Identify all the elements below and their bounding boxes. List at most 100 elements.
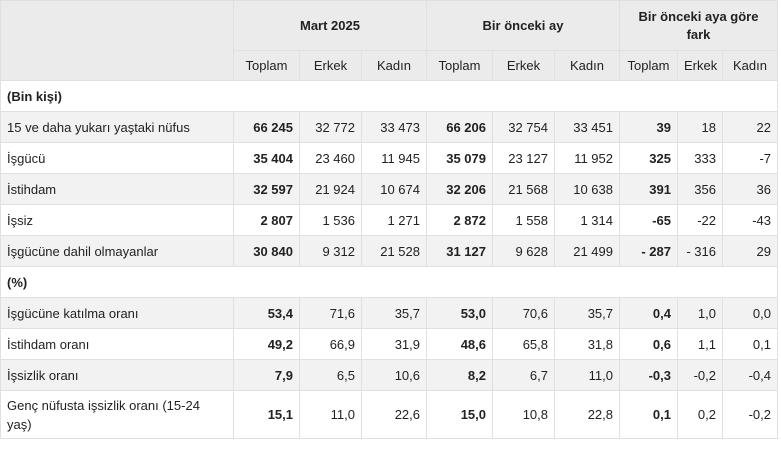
- table-cell: 11 952: [554, 142, 620, 174]
- row-label: 15 ve daha yukarı yaştaki nüfus: [0, 111, 234, 143]
- row-label: İşgücü: [0, 142, 234, 174]
- table-cell: 0,6: [619, 328, 678, 360]
- table-cell: 32 754: [492, 111, 555, 143]
- table-cell: 23 460: [299, 142, 362, 174]
- table-cell: 49,2: [233, 328, 300, 360]
- table-row: İşsizlik oranı 7,9 6,5 10,6 8,2 6,7 11,0…: [0, 359, 778, 391]
- table-cell: 35,7: [554, 297, 620, 329]
- table-cell: -22: [677, 204, 723, 236]
- labour-statistics-table: Mart 2025 Bir önceki ay Bir önceki aya g…: [0, 0, 778, 439]
- table-cell: 9 312: [299, 235, 362, 267]
- table-row: İşgücüne dahil olmayanlar 30 840 9 312 2…: [0, 235, 778, 267]
- header-corner: [0, 0, 234, 81]
- table-cell: 22,8: [554, 390, 620, 439]
- table-cell: 65,8: [492, 328, 555, 360]
- table-cell: 31,9: [361, 328, 427, 360]
- table-row: İşsiz 2 807 1 536 1 271 2 872 1 558 1 31…: [0, 204, 778, 236]
- table-cell: 35,7: [361, 297, 427, 329]
- table-cell: 0,2: [677, 390, 723, 439]
- group-header-difference: Bir önceki aya göre fark: [619, 0, 778, 51]
- table-cell: 333: [677, 142, 723, 174]
- table-cell: 33 451: [554, 111, 620, 143]
- table-cell: -0,2: [722, 390, 778, 439]
- table-cell: 1 558: [492, 204, 555, 236]
- table-cell: 10 674: [361, 173, 427, 205]
- table-cell: 7,9: [233, 359, 300, 391]
- table-cell: 356: [677, 173, 723, 205]
- table-cell: 71,6: [299, 297, 362, 329]
- table-cell: -0,2: [677, 359, 723, 391]
- table-cell: 9 628: [492, 235, 555, 267]
- table-cell: 21 568: [492, 173, 555, 205]
- table-cell: 48,6: [426, 328, 493, 360]
- table-cell: 21 499: [554, 235, 620, 267]
- table-cell: -0,3: [619, 359, 678, 391]
- column-header: Kadın: [554, 50, 620, 81]
- table-cell: 21 528: [361, 235, 427, 267]
- group-header-previous: Bir önceki ay: [426, 0, 620, 51]
- column-header: Kadın: [722, 50, 778, 81]
- column-header: Kadın: [361, 50, 427, 81]
- table-row: Genç nüfusta işsizlik oranı (15-24 yaş) …: [0, 390, 778, 439]
- table-cell: 31,8: [554, 328, 620, 360]
- table-cell: 0,1: [722, 328, 778, 360]
- table-cell: 1 314: [554, 204, 620, 236]
- table-cell: 1,1: [677, 328, 723, 360]
- table-cell: 29: [722, 235, 778, 267]
- table-cell: 32 206: [426, 173, 493, 205]
- table-cell: - 316: [677, 235, 723, 267]
- table-cell: 35 404: [233, 142, 300, 174]
- section-header-row: (Bin kişi): [0, 80, 778, 112]
- table-cell: 53,4: [233, 297, 300, 329]
- table-cell: 18: [677, 111, 723, 143]
- section-title: (Bin kişi): [0, 80, 778, 112]
- row-label: İşgücüne dahil olmayanlar: [0, 235, 234, 267]
- table-cell: 6,5: [299, 359, 362, 391]
- table-cell: 36: [722, 173, 778, 205]
- table-cell: 11,0: [554, 359, 620, 391]
- table-cell: 15,1: [233, 390, 300, 439]
- table-cell: 2 807: [233, 204, 300, 236]
- table-row: İstihdam 32 597 21 924 10 674 32 206 21 …: [0, 173, 778, 205]
- table-cell: 66 206: [426, 111, 493, 143]
- table-cell: 11,0: [299, 390, 362, 439]
- column-header: Toplam: [619, 50, 678, 81]
- table-row: İşgücü 35 404 23 460 11 945 35 079 23 12…: [0, 142, 778, 174]
- table-cell: 2 872: [426, 204, 493, 236]
- table-cell: 1 536: [299, 204, 362, 236]
- table-cell: - 287: [619, 235, 678, 267]
- table-row: İstihdam oranı 49,2 66,9 31,9 48,6 65,8 …: [0, 328, 778, 360]
- table-cell: 32 597: [233, 173, 300, 205]
- column-header: Erkek: [299, 50, 362, 81]
- table-cell: -7: [722, 142, 778, 174]
- table-row: 15 ve daha yukarı yaştaki nüfus 66 245 3…: [0, 111, 778, 143]
- table-cell: 66,9: [299, 328, 362, 360]
- table-cell: 31 127: [426, 235, 493, 267]
- table-cell: 1 271: [361, 204, 427, 236]
- table-cell: 15,0: [426, 390, 493, 439]
- table-cell: 22,6: [361, 390, 427, 439]
- table-cell: 10,8: [492, 390, 555, 439]
- table-row: İşgücüne katılma oranı 53,4 71,6 35,7 53…: [0, 297, 778, 329]
- table-cell: 35 079: [426, 142, 493, 174]
- table-cell: 23 127: [492, 142, 555, 174]
- table-cell: 10,6: [361, 359, 427, 391]
- column-header: Toplam: [426, 50, 493, 81]
- table-cell: 1,0: [677, 297, 723, 329]
- table-cell: 39: [619, 111, 678, 143]
- row-label: İstihdam oranı: [0, 328, 234, 360]
- table-cell: 32 772: [299, 111, 362, 143]
- row-label: İşsiz: [0, 204, 234, 236]
- table-cell: 391: [619, 173, 678, 205]
- table-cell: 70,6: [492, 297, 555, 329]
- table-cell: -65: [619, 204, 678, 236]
- column-header: Erkek: [492, 50, 555, 81]
- table-cell: 0,4: [619, 297, 678, 329]
- table-cell: 6,7: [492, 359, 555, 391]
- section-header-row: (%): [0, 266, 778, 298]
- table-cell: 53,0: [426, 297, 493, 329]
- table-cell: 8,2: [426, 359, 493, 391]
- table-cell: 10 638: [554, 173, 620, 205]
- table-cell: 325: [619, 142, 678, 174]
- row-label: İşsizlik oranı: [0, 359, 234, 391]
